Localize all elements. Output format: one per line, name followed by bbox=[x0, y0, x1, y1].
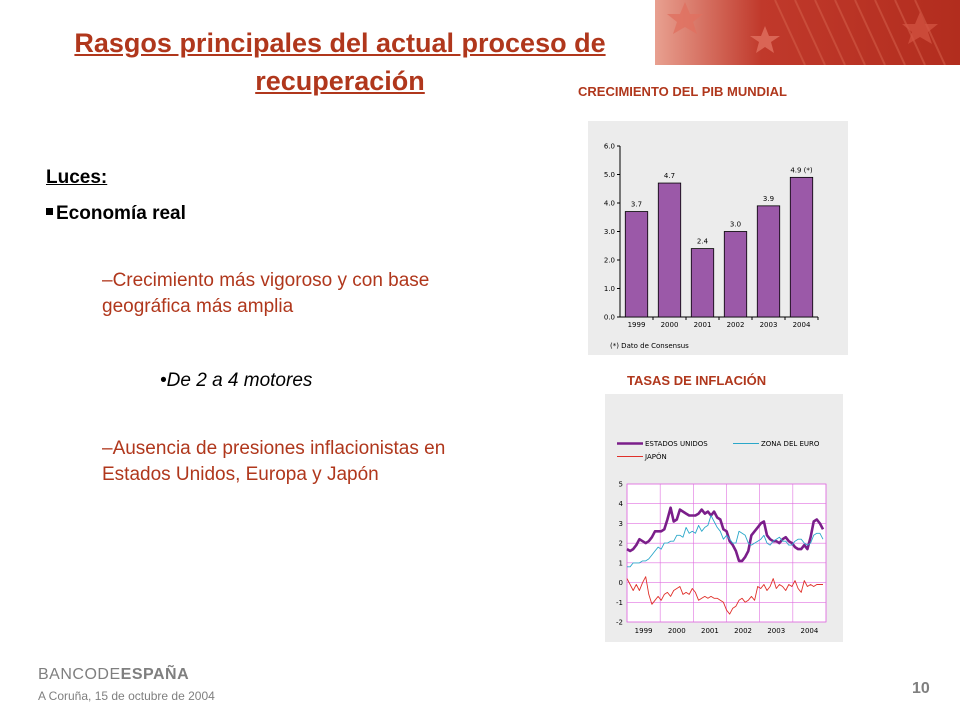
chart-note: (*) Dato de Consensus bbox=[610, 342, 689, 350]
y-tick-label: 2 bbox=[619, 540, 623, 548]
y-tick-label: 4 bbox=[619, 500, 624, 508]
bar-2000 bbox=[657, 182, 682, 318]
x-tick-label: 2001 bbox=[694, 321, 712, 329]
slide-title: Rasgos principales del actual proceso de… bbox=[74, 28, 606, 96]
luces-heading: Luces: bbox=[46, 167, 108, 188]
economia-real-label: Economía real bbox=[56, 203, 186, 224]
series-line-1 bbox=[627, 515, 824, 568]
bar-value-label: 4.7 bbox=[664, 172, 675, 180]
x-tick-label: 2000 bbox=[661, 321, 679, 329]
inflation-line-chart: 5 4 3 2 1 0 -1 -2 1999 2000 2001 2002 2003 2004 ESTADO… bbox=[605, 394, 843, 642]
bar-2004 bbox=[789, 176, 814, 318]
bar-2002 bbox=[723, 231, 748, 318]
legend-label: ZONA DEL EURO bbox=[761, 440, 820, 448]
y-tick-label: 1 bbox=[619, 559, 623, 567]
x-tick-label: 2003 bbox=[760, 321, 778, 329]
bar-value-label: 3.9 bbox=[763, 195, 774, 203]
banco-de-espana-logo: BANCODEESPAÑA bbox=[38, 666, 190, 683]
y-tick-label: 6.0 bbox=[604, 143, 615, 151]
x-tick-label: 2004 bbox=[793, 321, 811, 329]
page-number: 10 bbox=[912, 680, 930, 697]
bar-2001 bbox=[690, 248, 715, 318]
x-tick-label: 2001 bbox=[701, 627, 719, 635]
x-tick-label: 2003 bbox=[767, 627, 785, 635]
x-tick-label: 2002 bbox=[727, 321, 745, 329]
y-tick-label: 0.0 bbox=[604, 314, 615, 322]
bar-2003 bbox=[756, 205, 781, 318]
y-tick-label: 3 bbox=[619, 520, 623, 528]
series-line-0 bbox=[626, 506, 825, 563]
y-tick-label: 0 bbox=[619, 579, 623, 587]
legend-label: JAPÓN bbox=[644, 452, 667, 461]
bar-value-label: 2.4 bbox=[697, 238, 709, 246]
y-tick-label: -1 bbox=[616, 599, 623, 607]
y-tick-label: 4.0 bbox=[604, 200, 615, 208]
decorative-banner bbox=[655, 0, 960, 65]
inflation-chart-title: TASAS DE INFLACIÓN bbox=[627, 373, 767, 388]
growth-point: –Crecimiento más vigoroso y con base geo… bbox=[102, 270, 430, 317]
legend-label: ESTADOS UNIDOS bbox=[645, 440, 708, 448]
bar-value-label: 3.7 bbox=[631, 201, 642, 209]
y-tick-label: 5 bbox=[619, 481, 623, 489]
square-bullet-icon bbox=[46, 208, 53, 216]
bar-value-label: 4.9 (*) bbox=[790, 166, 813, 174]
y-tick-label: 3.0 bbox=[604, 228, 615, 236]
x-tick-label: 2000 bbox=[668, 627, 686, 635]
bar-value-label: 3.0 bbox=[730, 221, 741, 229]
series-line-2 bbox=[626, 576, 823, 615]
x-tick-label: 2004 bbox=[801, 627, 819, 635]
y-tick-label: -2 bbox=[616, 619, 623, 627]
economia-real-bullet: Economía real bbox=[46, 203, 186, 225]
gdp-bar-chart: 0.0 1.0 2.0 3.0 4.0 5.0 6.0 3.7 1999 4.7 2000 2.4 20… bbox=[588, 121, 848, 355]
gdp-chart-title: CRECIMIENTO DEL PIB MUNDIAL bbox=[578, 84, 787, 99]
y-tick-label: 2.0 bbox=[604, 257, 615, 265]
inflation-point: –Ausencia de presiones inflacionistas en… bbox=[102, 438, 446, 485]
x-tick-label: 1999 bbox=[635, 627, 653, 635]
y-tick-label: 1.0 bbox=[604, 285, 615, 293]
x-tick-label: 2002 bbox=[734, 627, 752, 635]
bar-1999 bbox=[624, 211, 649, 318]
footer-location-date: A Coruña, 15 de octubre de 2004 bbox=[38, 689, 215, 703]
y-tick-label: 5.0 bbox=[604, 171, 615, 179]
x-tick-label: 1999 bbox=[628, 321, 646, 329]
motors-subpoint: •De 2 a 4 motores bbox=[160, 370, 313, 391]
